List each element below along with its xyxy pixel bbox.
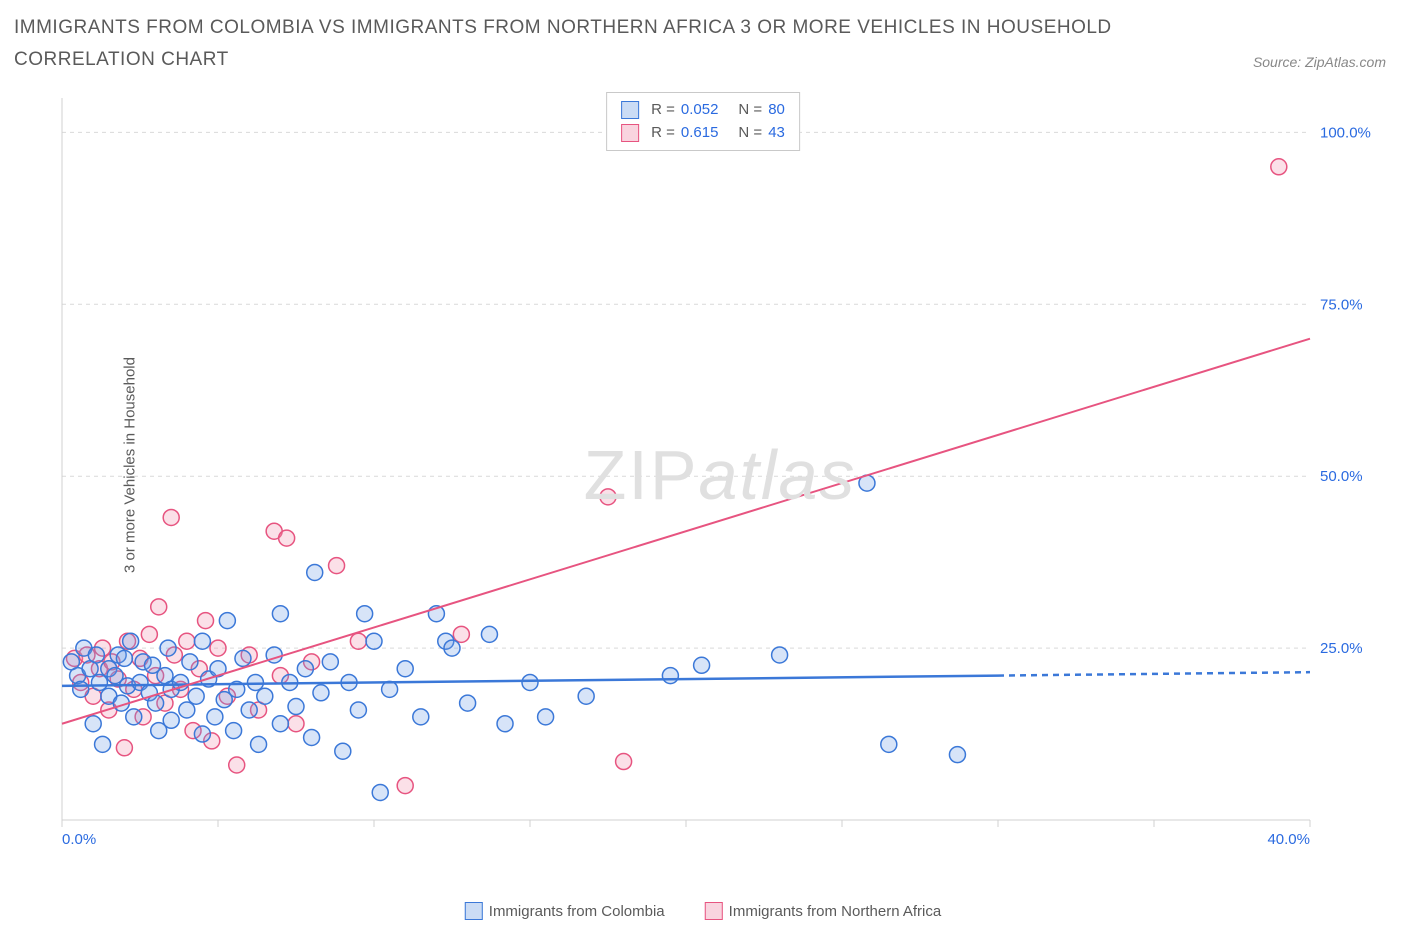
r-value-nafrica: 0.615 [681, 122, 719, 145]
legend-label-colombia: Immigrants from Colombia [489, 903, 665, 920]
chart-plot-area: ZIPatlas 25.0%50.0%75.0%100.0%0.0%40.0% [60, 90, 1380, 860]
svg-text:0.0%: 0.0% [62, 831, 96, 848]
legend-item-nafrica: Immigrants from Northern Africa [705, 902, 942, 920]
swatch-blue-icon [465, 902, 483, 920]
n-label: N = [738, 99, 762, 122]
swatch-pink-icon [621, 124, 639, 142]
n-label: N = [738, 122, 762, 145]
scatter-svg: 25.0% 50.0% 75.0% 100.0% 0.0% 40.0% [60, 90, 1380, 860]
stats-row-nafrica: R = 0.615 N = 43 [621, 122, 785, 145]
chart-title: IMMIGRANTS FROM COLOMBIA VS IMMIGRANTS F… [14, 12, 1114, 77]
r-label: R = [651, 99, 675, 122]
n-value-nafrica: 43 [768, 122, 785, 145]
svg-text:25.0%: 25.0% [1320, 640, 1363, 657]
r-label: R = [651, 122, 675, 145]
legend-label-nafrica: Immigrants from Northern Africa [729, 903, 942, 920]
series-legend: Immigrants from Colombia Immigrants from… [465, 902, 941, 920]
n-value-colombia: 80 [768, 99, 785, 122]
stats-legend: R = 0.052 N = 80 R = 0.615 N = 43 [606, 92, 800, 151]
svg-text:75.0%: 75.0% [1320, 296, 1363, 313]
swatch-pink-icon [705, 902, 723, 920]
svg-text:50.0%: 50.0% [1320, 468, 1363, 485]
svg-text:40.0%: 40.0% [1267, 831, 1310, 848]
svg-text:100.0%: 100.0% [1320, 124, 1371, 141]
swatch-blue-icon [621, 101, 639, 119]
r-value-colombia: 0.052 [681, 99, 719, 122]
source-caption: Source: ZipAtlas.com [1253, 54, 1386, 70]
legend-item-colombia: Immigrants from Colombia [465, 902, 665, 920]
stats-row-colombia: R = 0.052 N = 80 [621, 99, 785, 122]
